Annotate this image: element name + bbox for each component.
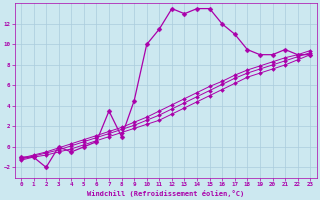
X-axis label: Windchill (Refroidissement éolien,°C): Windchill (Refroidissement éolien,°C) xyxy=(87,190,244,197)
